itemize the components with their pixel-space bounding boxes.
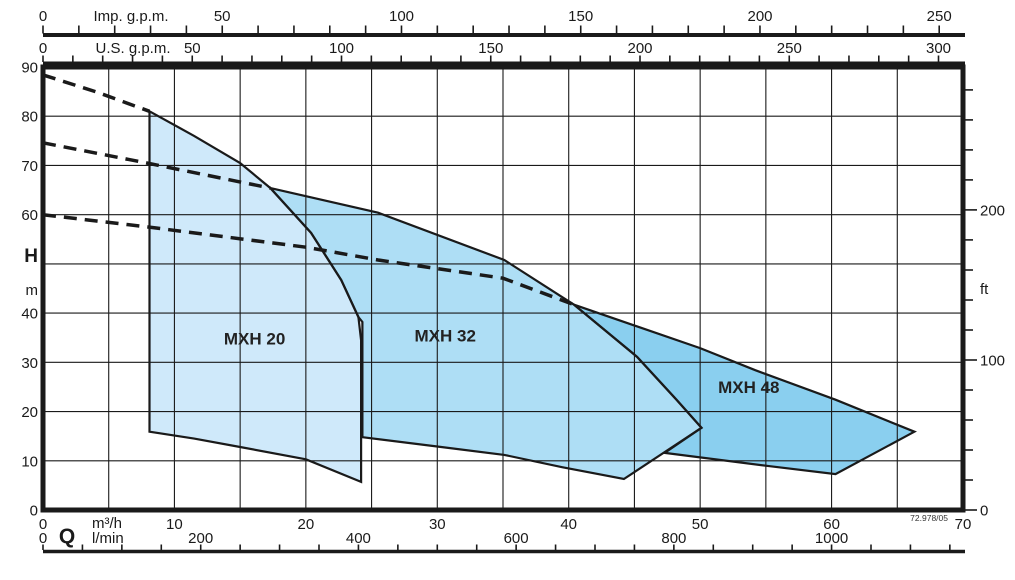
- imp-gpm-tick-label: 0: [39, 8, 47, 25]
- region-label-mxh-48: MXH 48: [718, 378, 779, 397]
- h-m-tick-label: 20: [21, 404, 38, 421]
- h-m-tick-label: 40: [21, 306, 38, 323]
- imp-gpm-axis: 0 50 100 150 200 250: [39, 8, 965, 37]
- lmin-tick-label: 400: [346, 530, 371, 547]
- flow-lmin-axis: 0 200 400 600 800 1000: [39, 530, 965, 554]
- region-fill-mxh-48: [574, 304, 915, 475]
- q-m3h-tick-label: 10: [166, 516, 183, 533]
- flow-unit-lmin-label: l/min: [92, 530, 124, 547]
- us-axis-title: U.S. g.p.m.: [95, 40, 170, 57]
- head-m-axis: 90 80 70 60 40 30 20 10 0: [21, 60, 38, 520]
- q-m3h-tick-label: 0: [39, 516, 47, 533]
- ft-axis-label: ft: [980, 281, 989, 298]
- flow-axis-label: Q: [59, 525, 75, 548]
- lmin-tick-label: 200: [188, 530, 213, 547]
- lmin-tick-label: 1000: [815, 530, 848, 547]
- us-gpm-tick-label: 100: [329, 40, 354, 57]
- ft-tick-label: 200: [980, 202, 1005, 219]
- q-m3h-tick-label: 40: [560, 516, 577, 533]
- region-outlines: [148, 109, 917, 484]
- us-gpm-tick-label: 50: [184, 40, 201, 57]
- head-unit-label: m: [26, 282, 39, 299]
- us-gpm-tick-label: 250: [777, 40, 802, 57]
- region-label-mxh-20: MXH 20: [224, 330, 285, 349]
- region-fills: [149, 111, 915, 482]
- h-m-tick-label: 30: [21, 355, 38, 372]
- imp-axis-title: Imp. g.p.m.: [93, 8, 168, 25]
- us-gpm-tick-label: 150: [478, 40, 503, 57]
- max-head-curve-mxh32: [42, 141, 271, 190]
- flow-m3h-axis: 0 10 20 30 40 50 60 70: [39, 516, 972, 533]
- max-head-dashed-curves: [42, 73, 575, 307]
- ft-tick-label: 100: [980, 353, 1005, 370]
- imp-gpm-tick-label: 200: [747, 8, 772, 25]
- q-m3h-tick-label: 60: [823, 516, 840, 533]
- head-axis-label: H: [24, 246, 38, 267]
- h-m-tick-label: 90: [21, 60, 38, 77]
- flow-unit-m3h-label: m³/h: [92, 515, 122, 532]
- lmin-tick-label: 0: [39, 530, 47, 547]
- q-m3h-tick-label: 50: [692, 516, 709, 533]
- imp-gpm-tick-label: 50: [214, 8, 231, 25]
- ft-tick-label: 0: [980, 503, 988, 520]
- q-m3h-tick-label: 70: [955, 516, 972, 533]
- us-gpm-tick-label: 200: [627, 40, 652, 57]
- max-head-curve-mxh20: [42, 73, 151, 113]
- h-m-tick-label: 80: [21, 109, 38, 126]
- imp-gpm-tick-label: 150: [568, 8, 593, 25]
- us-gpm-tick-label: 300: [926, 40, 951, 57]
- region-fill-mxh-20: [149, 111, 362, 482]
- gridlines: [45, 69, 961, 508]
- lmin-tick-label: 600: [504, 530, 529, 547]
- h-m-tick-label: 60: [21, 207, 38, 224]
- plot-frame: [40, 64, 966, 513]
- region-outline-mxh-48: [573, 303, 917, 476]
- region-outline-mxh-20: [148, 109, 363, 484]
- region-labels: MXH 20 MXH 32 MXH 48: [224, 327, 780, 397]
- head-ft-axis: 0 100 200: [965, 89, 1005, 520]
- h-m-tick-label: 70: [21, 158, 38, 175]
- q-m3h-tick-label: 30: [429, 516, 446, 533]
- max-head-curve-mxh48: [42, 212, 575, 307]
- lmin-tick-label: 800: [661, 530, 686, 547]
- drawing-code: 72.978/05: [910, 513, 948, 523]
- region-outline-mxh-32: [267, 186, 704, 481]
- us-gpm-axis: 0 50 100 150 200 250 300: [39, 40, 965, 66]
- imp-gpm-tick-label: 100: [389, 8, 414, 25]
- h-m-tick-label: 10: [21, 453, 38, 470]
- h-m-tick-label: 0: [30, 503, 38, 520]
- imp-gpm-tick-label: 250: [927, 8, 952, 25]
- q-m3h-tick-label: 20: [298, 516, 315, 533]
- region-label-mxh-32: MXH 32: [414, 327, 475, 346]
- us-gpm-tick-label: 0: [39, 40, 47, 57]
